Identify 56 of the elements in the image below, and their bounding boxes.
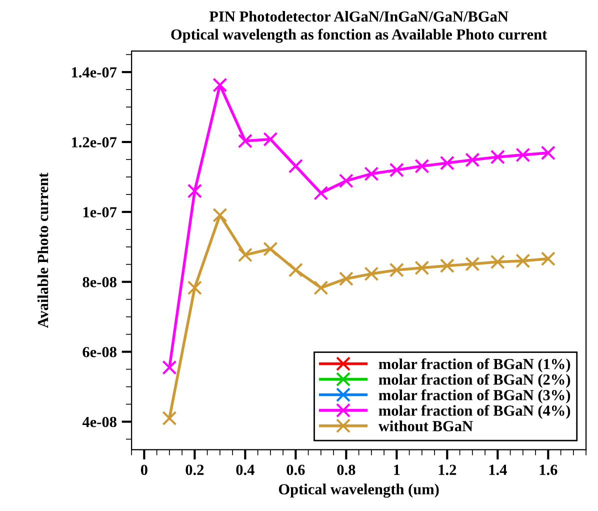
point <box>540 146 556 160</box>
point <box>338 271 354 286</box>
point <box>238 248 252 262</box>
point <box>338 174 354 188</box>
point <box>263 132 278 146</box>
x-tick-label: 0 <box>140 464 148 476</box>
point <box>238 134 252 148</box>
point <box>288 158 303 174</box>
legend-label: molar fraction of BGaN (3%) <box>378 389 570 404</box>
y-tick-label: 6e-08 <box>82 346 116 358</box>
point <box>490 254 505 270</box>
legend-label: molar fraction of BGaN (4%) <box>378 404 570 419</box>
x-tick-label: 0.6 <box>286 464 305 476</box>
point <box>465 256 480 272</box>
x-tick-label: 1.6 <box>540 464 558 476</box>
legend-label: molar fraction of BGaN (2%) <box>378 374 570 388</box>
x-tick-label: 0.2 <box>186 464 204 476</box>
point <box>516 254 530 268</box>
legend-label: molar fraction of BGaN (1%) <box>378 358 570 372</box>
point <box>187 184 202 198</box>
point <box>516 148 530 162</box>
point <box>414 158 430 174</box>
point <box>440 258 454 274</box>
point <box>162 410 177 426</box>
point <box>490 150 505 164</box>
y-tick-label: 4e-08 <box>82 416 116 428</box>
point <box>212 208 228 222</box>
point <box>364 266 379 282</box>
point <box>162 360 177 375</box>
point <box>440 156 454 170</box>
y-tick-label: 8e-08 <box>82 277 116 288</box>
y-tick-label: 1.2e-07 <box>72 137 117 148</box>
point <box>389 262 404 278</box>
point <box>314 186 328 200</box>
point <box>389 162 404 178</box>
x-tick-label: 0.8 <box>337 464 356 476</box>
x-axis-title: Optical wavelength (um) <box>278 484 439 498</box>
x-tick-label: 1.4 <box>489 464 507 476</box>
chart-title: PIN Photodetector AlGaN/InGaN/GaN/BGaN <box>209 10 508 22</box>
point <box>263 242 278 256</box>
x-tick-label: 0.4 <box>236 464 254 476</box>
point <box>414 260 430 276</box>
point <box>465 152 480 168</box>
y-axis-title: Available Photo current <box>37 172 48 328</box>
point <box>187 280 202 296</box>
point <box>314 280 328 296</box>
y-tick-label: 1.4e-07 <box>72 67 117 78</box>
x-tick-label: 1 <box>394 464 400 475</box>
x-tick-label: 1.2 <box>438 464 456 476</box>
point <box>288 262 303 278</box>
chart-subtitle: Optical wavelength as fonction as Available Photo current <box>171 28 548 43</box>
y-tick-label: 1e-07 <box>83 207 117 218</box>
point <box>364 166 379 182</box>
legend-label: without BGaN <box>378 420 473 432</box>
point <box>540 251 556 266</box>
point <box>212 78 228 92</box>
